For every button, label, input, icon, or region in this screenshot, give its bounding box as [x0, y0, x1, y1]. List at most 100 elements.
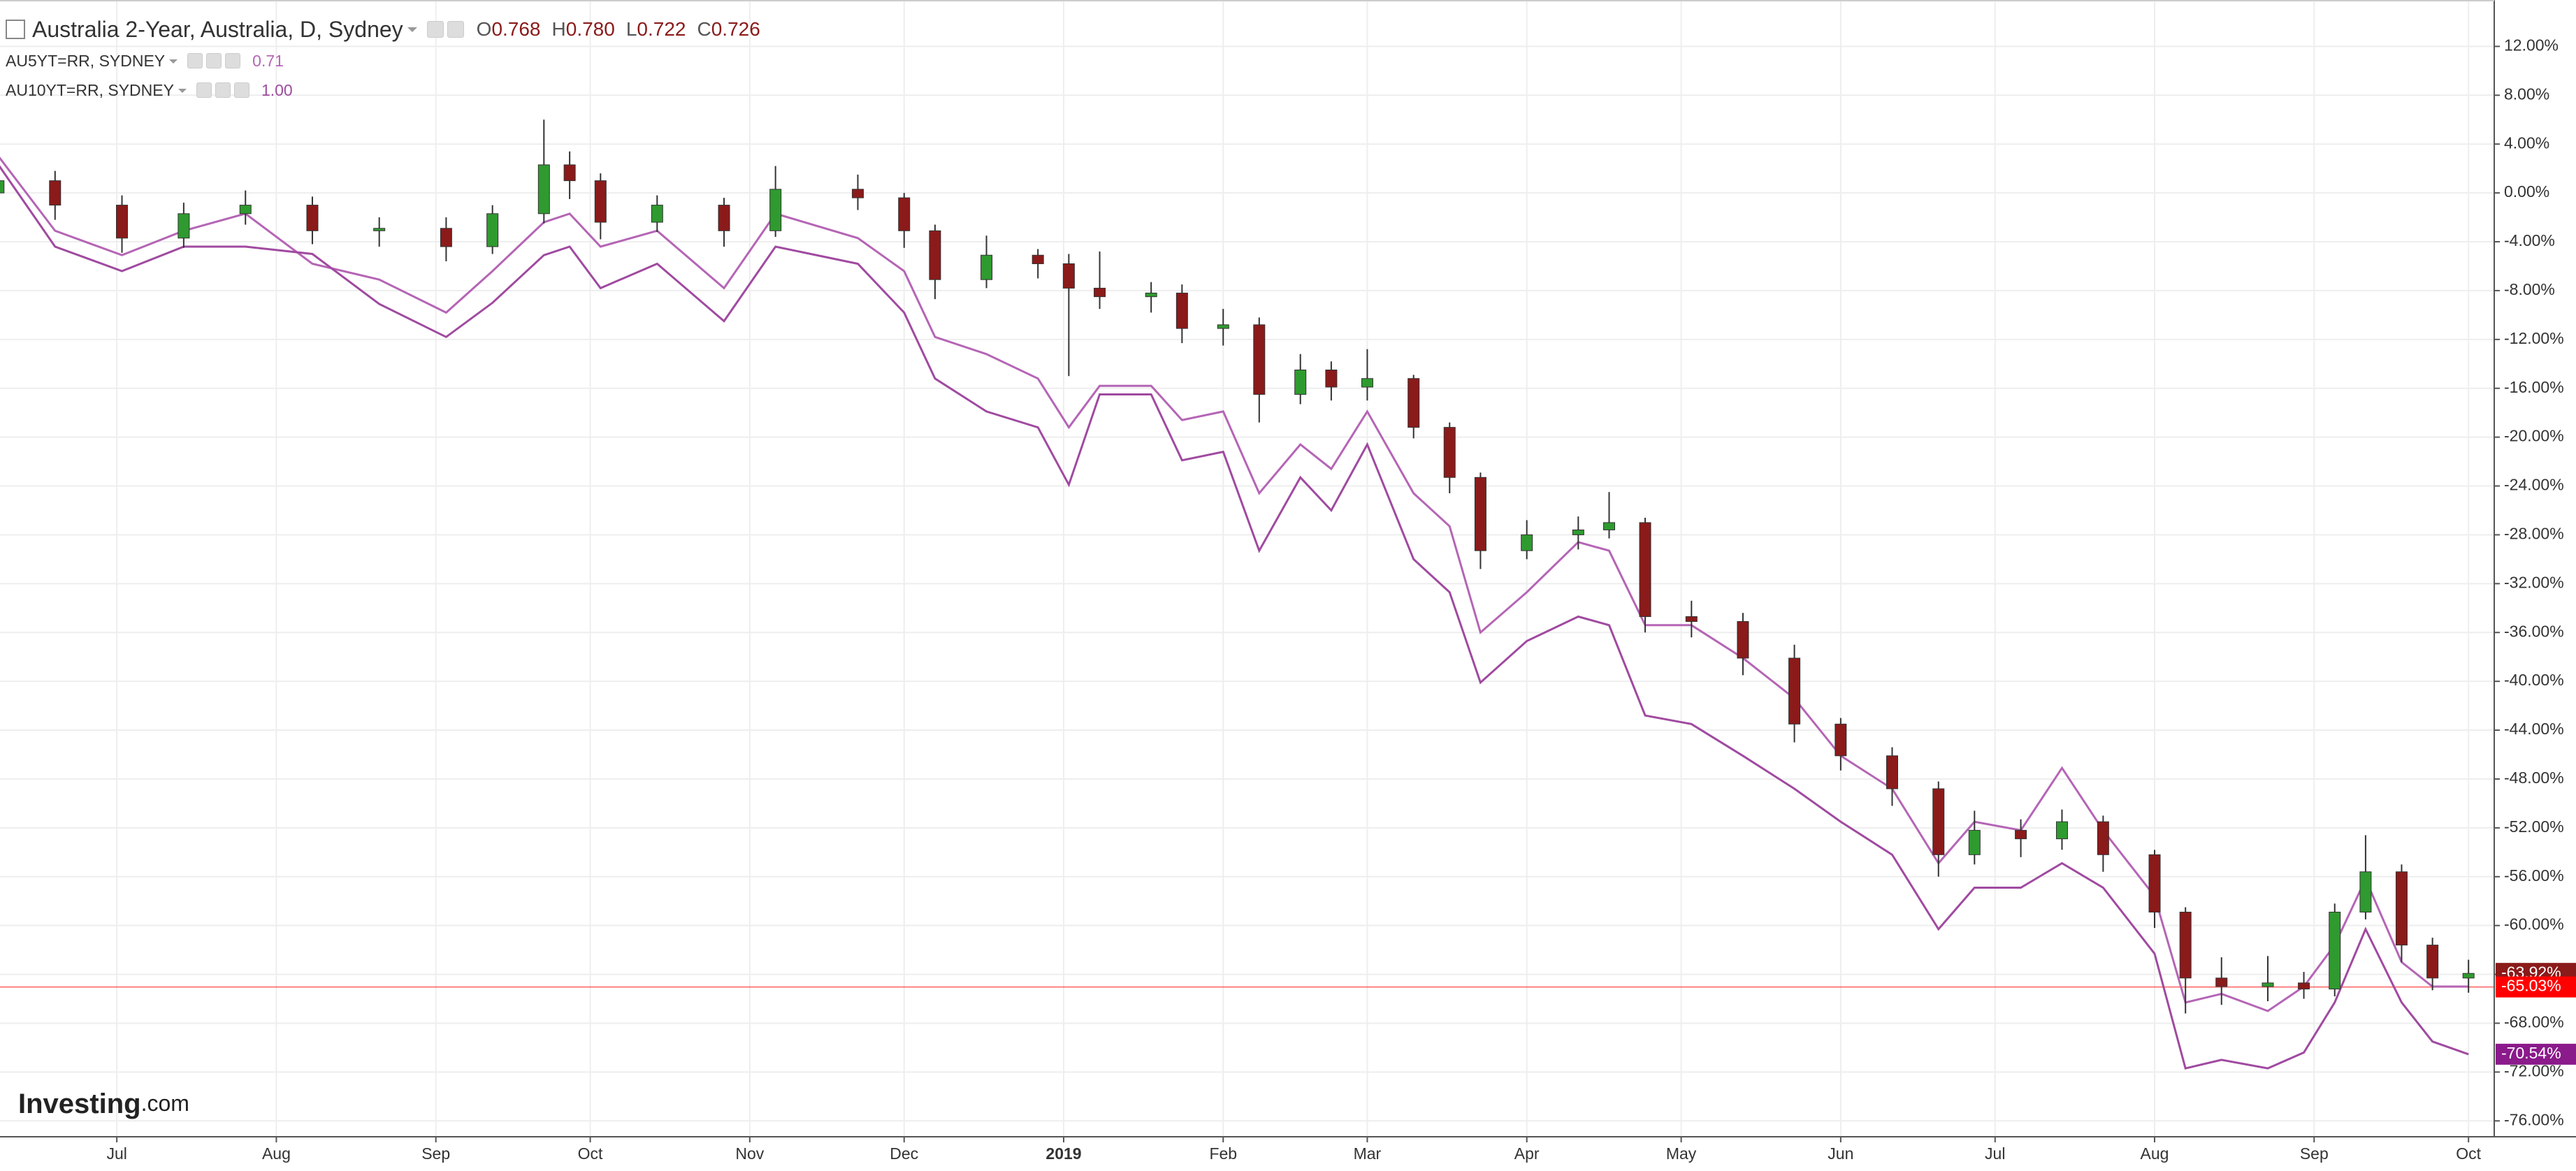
y-tick-label: -60.00% [2504, 915, 2564, 933]
header: Australia 2-Year, Australia, D, Sydney O… [6, 13, 772, 105]
candle-body [651, 205, 663, 223]
candle-body [440, 228, 452, 247]
candle-body [2097, 821, 2109, 855]
legend-name: AU5YT=RR, SYDNEY [6, 51, 166, 70]
candle-body [718, 205, 730, 231]
x-tick-label: Mar [1354, 1144, 1382, 1163]
candle-body [929, 230, 941, 280]
x-tick-label: Aug [2141, 1144, 2169, 1163]
candle-body [1062, 263, 1075, 289]
y-tick-label: -32.00% [2504, 573, 2564, 591]
candle-body [1094, 287, 1106, 298]
y-tick-label: 8.00% [2504, 85, 2549, 103]
watermark-domain: .com [141, 1091, 189, 1116]
x-tick-label: 2019 [1045, 1144, 1081, 1163]
candle-body [1253, 324, 1266, 395]
y-tick-label: -56.00% [2504, 866, 2564, 885]
y-tick-label: 4.00% [2504, 133, 2549, 152]
candle-body [1968, 829, 1981, 855]
legend-icon [233, 82, 249, 98]
x-tick-label: Nov [735, 1144, 764, 1163]
y-tick-label: -52.00% [2504, 817, 2564, 836]
legend-value: 1.00 [261, 80, 293, 99]
ohlc-label: C [697, 18, 711, 40]
candle-body [1737, 621, 1749, 659]
y-tick-label: -24.00% [2504, 476, 2564, 494]
dropdown [178, 89, 187, 97]
legend-value: 0.71 [252, 51, 284, 70]
candle-body [2329, 911, 2341, 990]
y-tick-label: 0.00% [2504, 182, 2549, 201]
y-tick-label: 12.00% [2504, 36, 2559, 54]
y-tick-label: -68.00% [2504, 1013, 2564, 1031]
candle-body [1175, 292, 1188, 329]
watermark: Investing.com [18, 1089, 189, 1119]
candle-body [2395, 871, 2408, 946]
header-row: Australia 2-Year, Australia, D, Sydney O… [6, 13, 772, 46]
last-value-label: -65.03% [2501, 977, 2561, 995]
candle-body [486, 213, 499, 247]
x-tick-label: Dec [890, 1144, 918, 1163]
series-line [0, 165, 2469, 1070]
candle-body [2359, 871, 2372, 912]
y-tick-label: -4.00% [2504, 231, 2555, 249]
candle-body [2462, 973, 2475, 979]
last-value-label: -70.54% [2501, 1044, 2561, 1062]
settings-icon[interactable] [426, 21, 444, 38]
legend-icon [187, 53, 203, 68]
candle-body [1145, 292, 1157, 298]
y-tick-label: -20.00% [2504, 427, 2564, 445]
legend-row: AU5YT=RR, SYDNEY 0.71 [6, 46, 772, 75]
ohlc-label: L [625, 18, 637, 40]
candle-body [373, 228, 386, 231]
x-tick-label: Jul [1985, 1144, 2005, 1163]
candle-body [1603, 522, 1616, 530]
candle-body [769, 189, 782, 231]
candle-body [1886, 755, 1898, 790]
candle-body [1032, 254, 1044, 264]
candle-body [1685, 616, 1698, 623]
y-tick-label: -40.00% [2504, 671, 2564, 689]
candle-body [49, 180, 61, 206]
y-tick-label: -48.00% [2504, 769, 2564, 787]
legend-icon [196, 82, 212, 98]
dropdown [169, 59, 178, 68]
candle-body [898, 197, 911, 231]
ohlc-value: 0.768 [491, 18, 541, 40]
y-tick-label: -12.00% [2504, 329, 2564, 347]
legend-icon [206, 53, 222, 68]
candle-body [1443, 427, 1456, 478]
candle-body [563, 164, 576, 182]
candle-body [2426, 945, 2439, 979]
y-tick-label: -28.00% [2504, 525, 2564, 543]
candle-body [537, 164, 550, 214]
candle-body [0, 180, 5, 194]
dropdown[interactable] [407, 27, 417, 37]
x-tick-label: Sep [421, 1144, 450, 1163]
candle-body [1294, 370, 1307, 395]
x-tick-label: Jul [106, 1144, 126, 1163]
candle-body [1325, 370, 1338, 388]
candle-body [306, 205, 319, 231]
ohlc-value: 0.780 [565, 18, 615, 40]
candle-body [1217, 324, 1229, 329]
x-tick-label: Aug [262, 1144, 291, 1163]
last-value-box [2496, 1043, 2576, 1065]
candle-body [1835, 723, 1847, 757]
x-tick-label: Jun [1828, 1144, 1853, 1163]
candle-body [1639, 522, 1651, 618]
x-tick-label: Sep [2300, 1144, 2329, 1163]
ohlc-value: 0.722 [637, 18, 686, 40]
candle-body [1572, 529, 1584, 535]
candle-body [116, 205, 129, 239]
candle-body [1521, 534, 1533, 551]
x-tick-label: Apr [1514, 1144, 1540, 1163]
x-tick-label: May [1666, 1144, 1697, 1163]
candle-body [2215, 977, 2228, 987]
candle-body [1788, 657, 1801, 725]
collapse-button[interactable] [6, 20, 25, 39]
visibility-icon[interactable] [447, 21, 464, 38]
candle-body [2262, 982, 2274, 987]
